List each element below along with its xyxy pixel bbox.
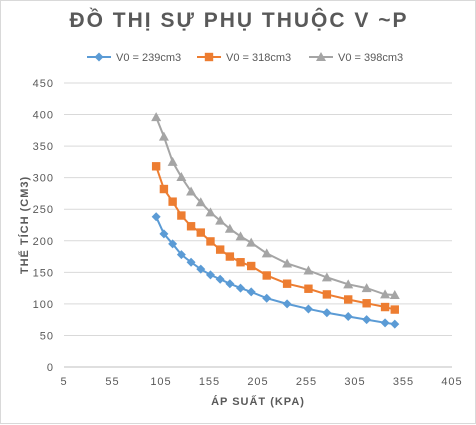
- data-point-square: [206, 237, 215, 246]
- y-tick-label: 50: [40, 330, 54, 342]
- data-point-triangle: [224, 223, 235, 233]
- data-point-triangle: [167, 156, 178, 166]
- data-point-diamond: [186, 257, 196, 267]
- x-tick-label: 255: [296, 376, 317, 388]
- data-point-diamond: [282, 299, 292, 309]
- series-line: [155, 216, 395, 326]
- data-point-square: [168, 197, 177, 206]
- x-tick-label: 355: [393, 376, 414, 388]
- data-point-diamond: [215, 274, 225, 284]
- x-tick-label: 5: [60, 376, 67, 388]
- data-point-triangle: [235, 231, 246, 241]
- data-point-square: [215, 245, 225, 254]
- data-point-triangle: [261, 248, 272, 258]
- data-point-square: [236, 258, 245, 267]
- data-point-square: [362, 299, 371, 308]
- data-point-diamond: [168, 239, 178, 249]
- data-point-diamond: [362, 315, 372, 325]
- y-axis-title: THỂ TÍCH (CM3): [18, 176, 31, 274]
- data-point-diamond: [236, 283, 246, 293]
- data-point-square: [204, 52, 214, 62]
- series-line: [155, 116, 395, 297]
- x-tick-label: 105: [150, 376, 171, 388]
- chart-title: ĐỒ THỊ SỰ PHỤ THUỘC V ~P: [69, 9, 409, 32]
- data-point-triangle: [343, 279, 354, 289]
- data-point-square: [390, 305, 399, 314]
- data-point-diamond: [390, 319, 400, 329]
- data-point-diamond: [196, 264, 206, 274]
- data-point-diamond: [246, 287, 256, 297]
- data-point-triangle: [246, 237, 257, 247]
- data-point-triangle: [186, 186, 197, 196]
- x-tick-label: 305: [344, 376, 365, 388]
- data-point-triangle: [303, 265, 314, 275]
- data-point-square: [262, 271, 271, 280]
- data-point-square: [322, 290, 332, 299]
- legend-label: V0 = 318cm3: [226, 52, 291, 64]
- x-tick-label: 55: [105, 376, 119, 388]
- x-tick-label: 405: [441, 376, 462, 388]
- y-tick-label: 400: [33, 110, 54, 122]
- data-point-diamond: [262, 293, 272, 303]
- data-point-square: [151, 162, 161, 171]
- data-point-square: [177, 211, 186, 220]
- data-point-square: [186, 222, 196, 231]
- data-point-square: [225, 252, 235, 261]
- data-point-diamond: [322, 308, 332, 318]
- x-tick-label: 155: [199, 376, 220, 388]
- data-point-triangle: [158, 131, 169, 141]
- data-point-triangle: [205, 207, 216, 217]
- data-point-square: [380, 302, 390, 312]
- data-point-diamond: [205, 270, 215, 280]
- data-point-triangle: [176, 172, 187, 182]
- data-point-diamond: [176, 250, 186, 260]
- data-point-diamond: [343, 312, 353, 322]
- data-point-diamond: [94, 52, 104, 62]
- data-point-diamond: [225, 279, 235, 289]
- data-point-triangle: [215, 215, 226, 225]
- legend-label: V0 = 398cm3: [338, 52, 403, 64]
- data-point-square: [247, 261, 256, 271]
- data-point-triangle: [282, 258, 293, 268]
- data-point-triangle: [195, 197, 206, 207]
- x-tick-label: 205: [247, 376, 268, 388]
- data-point-square: [282, 279, 292, 288]
- series-line: [155, 165, 396, 311]
- data-point-diamond: [151, 212, 161, 222]
- data-point-triangle: [321, 272, 332, 282]
- data-point-square: [196, 228, 205, 237]
- data-point-triangle: [316, 52, 326, 61]
- data-point-square: [304, 284, 313, 293]
- data-point-triangle: [389, 290, 400, 300]
- y-tick-label: 350: [33, 141, 54, 153]
- data-point-triangle: [380, 289, 391, 299]
- data-point-triangle: [361, 283, 372, 293]
- legend-label: V0 = 239cm3: [116, 52, 181, 64]
- data-point-diamond: [303, 304, 313, 314]
- x-axis-title: ÁP SUẤT (KPA): [211, 395, 305, 408]
- y-tick-label: 100: [33, 299, 54, 311]
- y-tick-label: 0: [47, 362, 54, 374]
- y-tick-label: 250: [33, 204, 54, 216]
- data-point-diamond: [159, 229, 169, 239]
- y-tick-label: 450: [33, 78, 54, 90]
- data-point-diamond: [380, 318, 390, 328]
- data-point-square: [159, 184, 169, 194]
- y-tick-label: 150: [33, 267, 54, 279]
- data-point-triangle: [151, 112, 162, 122]
- y-tick-label: 300: [33, 173, 54, 185]
- y-tick-label: 200: [33, 236, 54, 248]
- data-point-square: [344, 295, 353, 304]
